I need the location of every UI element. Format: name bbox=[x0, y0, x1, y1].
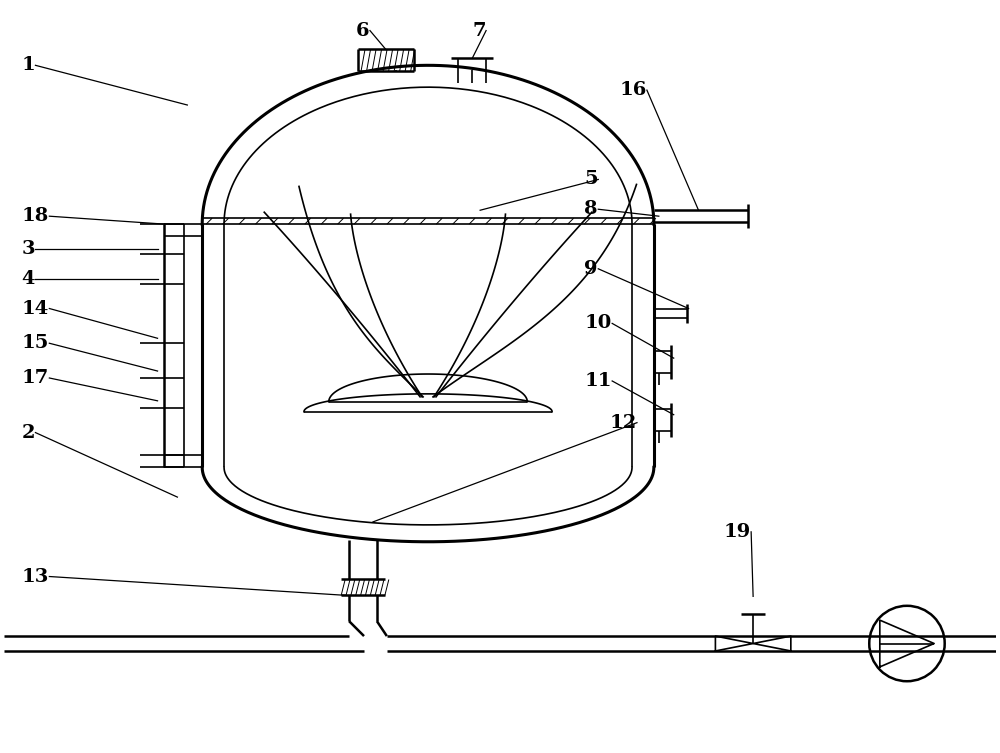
Text: 2: 2 bbox=[22, 424, 35, 441]
Text: 14: 14 bbox=[22, 300, 49, 318]
Text: 17: 17 bbox=[22, 369, 49, 387]
Text: 7: 7 bbox=[472, 22, 486, 40]
Text: 1: 1 bbox=[22, 56, 35, 75]
Text: 3: 3 bbox=[22, 240, 35, 258]
Text: 19: 19 bbox=[723, 523, 751, 541]
Text: 16: 16 bbox=[619, 81, 646, 99]
Text: 15: 15 bbox=[22, 334, 49, 352]
Text: 10: 10 bbox=[584, 315, 612, 332]
Text: 8: 8 bbox=[584, 200, 598, 218]
Text: 13: 13 bbox=[22, 568, 49, 586]
Text: 11: 11 bbox=[584, 372, 612, 390]
Text: 6: 6 bbox=[356, 22, 370, 40]
Text: 9: 9 bbox=[584, 260, 598, 278]
Text: 12: 12 bbox=[609, 413, 636, 431]
Text: 5: 5 bbox=[584, 170, 598, 188]
Text: 4: 4 bbox=[22, 270, 35, 288]
Text: 18: 18 bbox=[22, 207, 49, 225]
